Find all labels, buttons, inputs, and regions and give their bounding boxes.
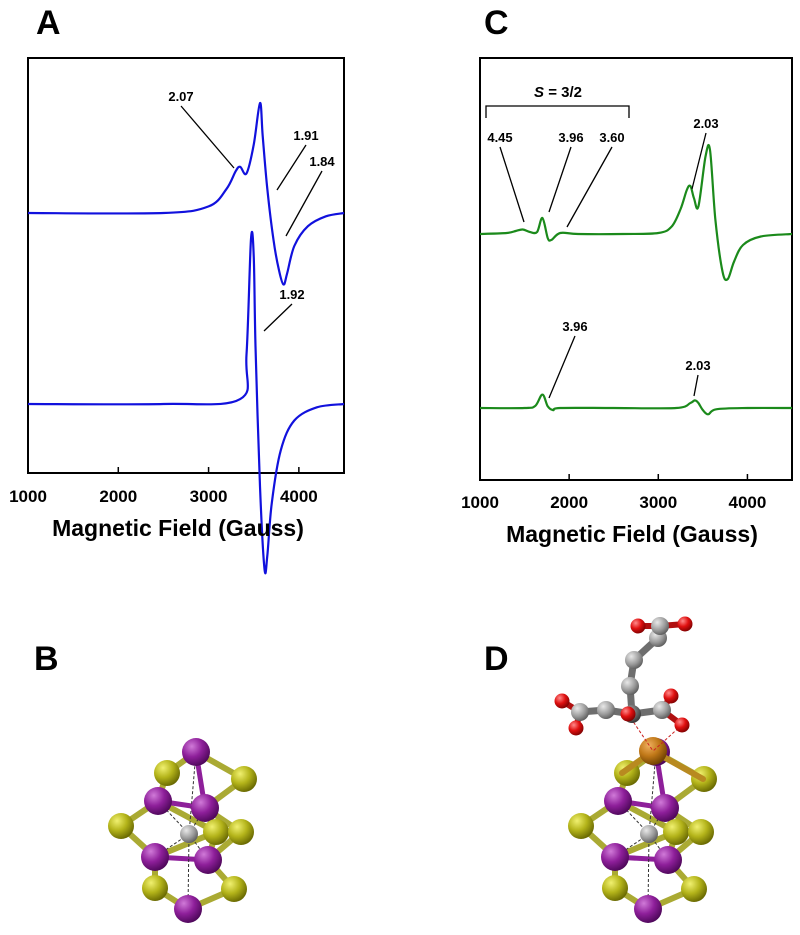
s-atom [568, 813, 594, 839]
annotations-a: 2.07 1.91 1.84 1.92 [168, 89, 335, 332]
bracket-label: S = 3/2 [534, 84, 582, 101]
g-value-label: 3.96 [558, 130, 583, 145]
spectra-c [479, 143, 793, 416]
s-atom [228, 819, 254, 845]
mo-atom [639, 737, 667, 765]
series-line-a-2 [27, 231, 345, 575]
bracket-label-italic: S [534, 84, 544, 101]
fe-atom [194, 846, 222, 874]
g-value-leader [263, 303, 293, 332]
fe-atom [182, 738, 210, 766]
g-value-leader [285, 170, 323, 237]
c-atom [621, 677, 639, 695]
c-atom [653, 701, 671, 719]
fe-atom [651, 794, 679, 822]
bracket-label-rest: = 3/2 [544, 84, 582, 101]
x-axis-c: 1000 2000 3000 4000 [461, 474, 766, 512]
panel-letter-a: A [36, 4, 61, 42]
o-atom [677, 616, 693, 632]
x-tick-label: 4000 [280, 487, 318, 506]
cluster-model-b [108, 738, 257, 923]
fe-atom [601, 843, 629, 871]
x-axis-label-a: Magnetic Field (Gauss) [52, 515, 304, 541]
g-value-label: 1.91 [293, 128, 318, 143]
x-axis-label-c: Magnetic Field (Gauss) [506, 521, 758, 547]
s-atom [142, 875, 168, 901]
carbide-atom [640, 825, 658, 843]
g-value-leader [548, 335, 576, 399]
interaction-line [648, 751, 657, 835]
fe-atom [191, 794, 219, 822]
x-tick-label: 3000 [639, 493, 677, 512]
x-tick-label: 4000 [729, 493, 767, 512]
plot-frame-a [27, 57, 345, 474]
s-atom [602, 875, 628, 901]
fe-atom [144, 787, 172, 815]
g-value-label: 2.07 [168, 89, 193, 104]
interaction-line [188, 751, 197, 835]
g-value-leader [548, 146, 572, 213]
fe-atom [174, 895, 202, 923]
x-tick-label: 2000 [99, 487, 137, 506]
cluster-model-d [554, 616, 717, 923]
s-atom [231, 766, 257, 792]
s-atom [221, 876, 247, 902]
plot-frame-c [479, 57, 793, 481]
x-tick-label: 2000 [550, 493, 588, 512]
carbide-atom [180, 825, 198, 843]
g-value-leader [180, 105, 235, 169]
bracket-line [485, 105, 630, 118]
g-value-leader [693, 374, 699, 397]
g-value-leader [566, 146, 613, 228]
fe-atom [654, 846, 682, 874]
s-atom [688, 819, 714, 845]
o-atom [620, 706, 636, 722]
o-atom [630, 618, 646, 634]
panel-letter-b: B [34, 640, 59, 678]
g-value-label: 2.03 [685, 358, 710, 373]
o-atom [663, 688, 679, 704]
o-atom [554, 693, 570, 709]
g-value-label: 3.60 [599, 130, 624, 145]
fe-atom [634, 895, 662, 923]
annotations-c: 4.45 3.96 3.60 2.03 3.96 2.03 [487, 116, 719, 399]
s-atom [681, 876, 707, 902]
fe-atom [604, 787, 632, 815]
spectra-a [27, 101, 345, 575]
panel-letter-c: C [484, 4, 509, 42]
panel-letter-d: D [484, 640, 509, 678]
s-atom [203, 819, 229, 845]
c-atom [597, 701, 615, 719]
x-tick-label: 1000 [9, 487, 47, 506]
g-value-label: 3.96 [562, 319, 587, 334]
g-value-leader [691, 132, 707, 190]
spin-bracket: S = 3/2 [485, 84, 630, 118]
g-value-leader [276, 144, 307, 191]
s-atom [663, 819, 689, 845]
c-atom [651, 617, 669, 635]
series-line-c-2 [479, 393, 793, 416]
g-value-label: 1.92 [279, 287, 304, 302]
s-atom [108, 813, 134, 839]
g-value-label: 4.45 [487, 130, 512, 145]
g-value-label: 2.03 [693, 116, 718, 131]
series-line-a-1 [27, 101, 345, 286]
fe-atom [141, 843, 169, 871]
x-tick-label: 1000 [461, 493, 499, 512]
x-axis-a: 1000 2000 3000 4000 [9, 467, 318, 506]
g-value-leader [499, 146, 525, 223]
c-atom [625, 651, 643, 669]
o-atom [674, 717, 690, 733]
c-atom [571, 703, 589, 721]
series-line-c-1 [479, 143, 793, 282]
o-atom [568, 720, 584, 736]
g-value-label: 1.84 [309, 154, 335, 169]
s-atom [154, 760, 180, 786]
x-tick-label: 3000 [190, 487, 228, 506]
